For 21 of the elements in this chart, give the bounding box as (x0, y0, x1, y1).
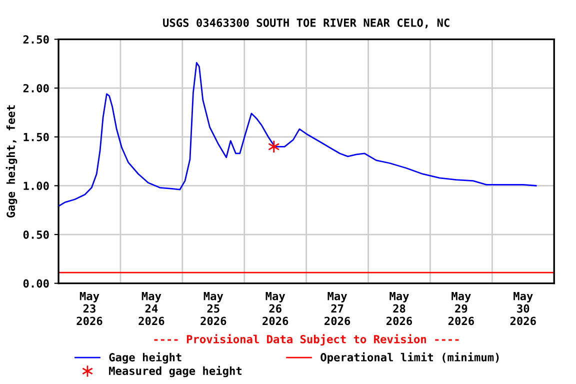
legend-label: Operational limit (minimum) (320, 352, 499, 364)
y-tick-label: 0.00 (23, 279, 49, 288)
text: ---- Provisional Data Subject to Revision ---- (154, 334, 459, 346)
y-tick-label: 2.50 (23, 35, 49, 44)
chart-title: USGS 03463300 SOUTH TOE RIVER NEAR CELO, NC (163, 18, 450, 28)
x-tick-label: May 23 2026 (76, 292, 102, 326)
legend-label: Gage height (109, 352, 182, 364)
y-tick-label: 1.50 (24, 132, 49, 142)
x-tick-label: May 26 2026 (262, 292, 288, 326)
x-tick-label: May 24 2026 (138, 292, 164, 326)
x-tick-label: May 28 2026 (386, 292, 412, 326)
x-tick-label: May 27 2026 (324, 292, 350, 326)
y-axis-title: Gage height, feet (6, 105, 18, 218)
y-tick-label: 2.00 (23, 84, 49, 92)
y-tick-label: 0.50 (23, 230, 49, 239)
line-series (58, 62, 537, 207)
x-tick-label: May 25 2026 (200, 292, 226, 326)
y-tick-label: 1.00 (24, 182, 49, 190)
x-tick-label: May 29 2026 (448, 292, 474, 326)
legend-label: Measured gage height (109, 366, 242, 378)
x-tick-label: May 30 2026 (510, 292, 536, 326)
